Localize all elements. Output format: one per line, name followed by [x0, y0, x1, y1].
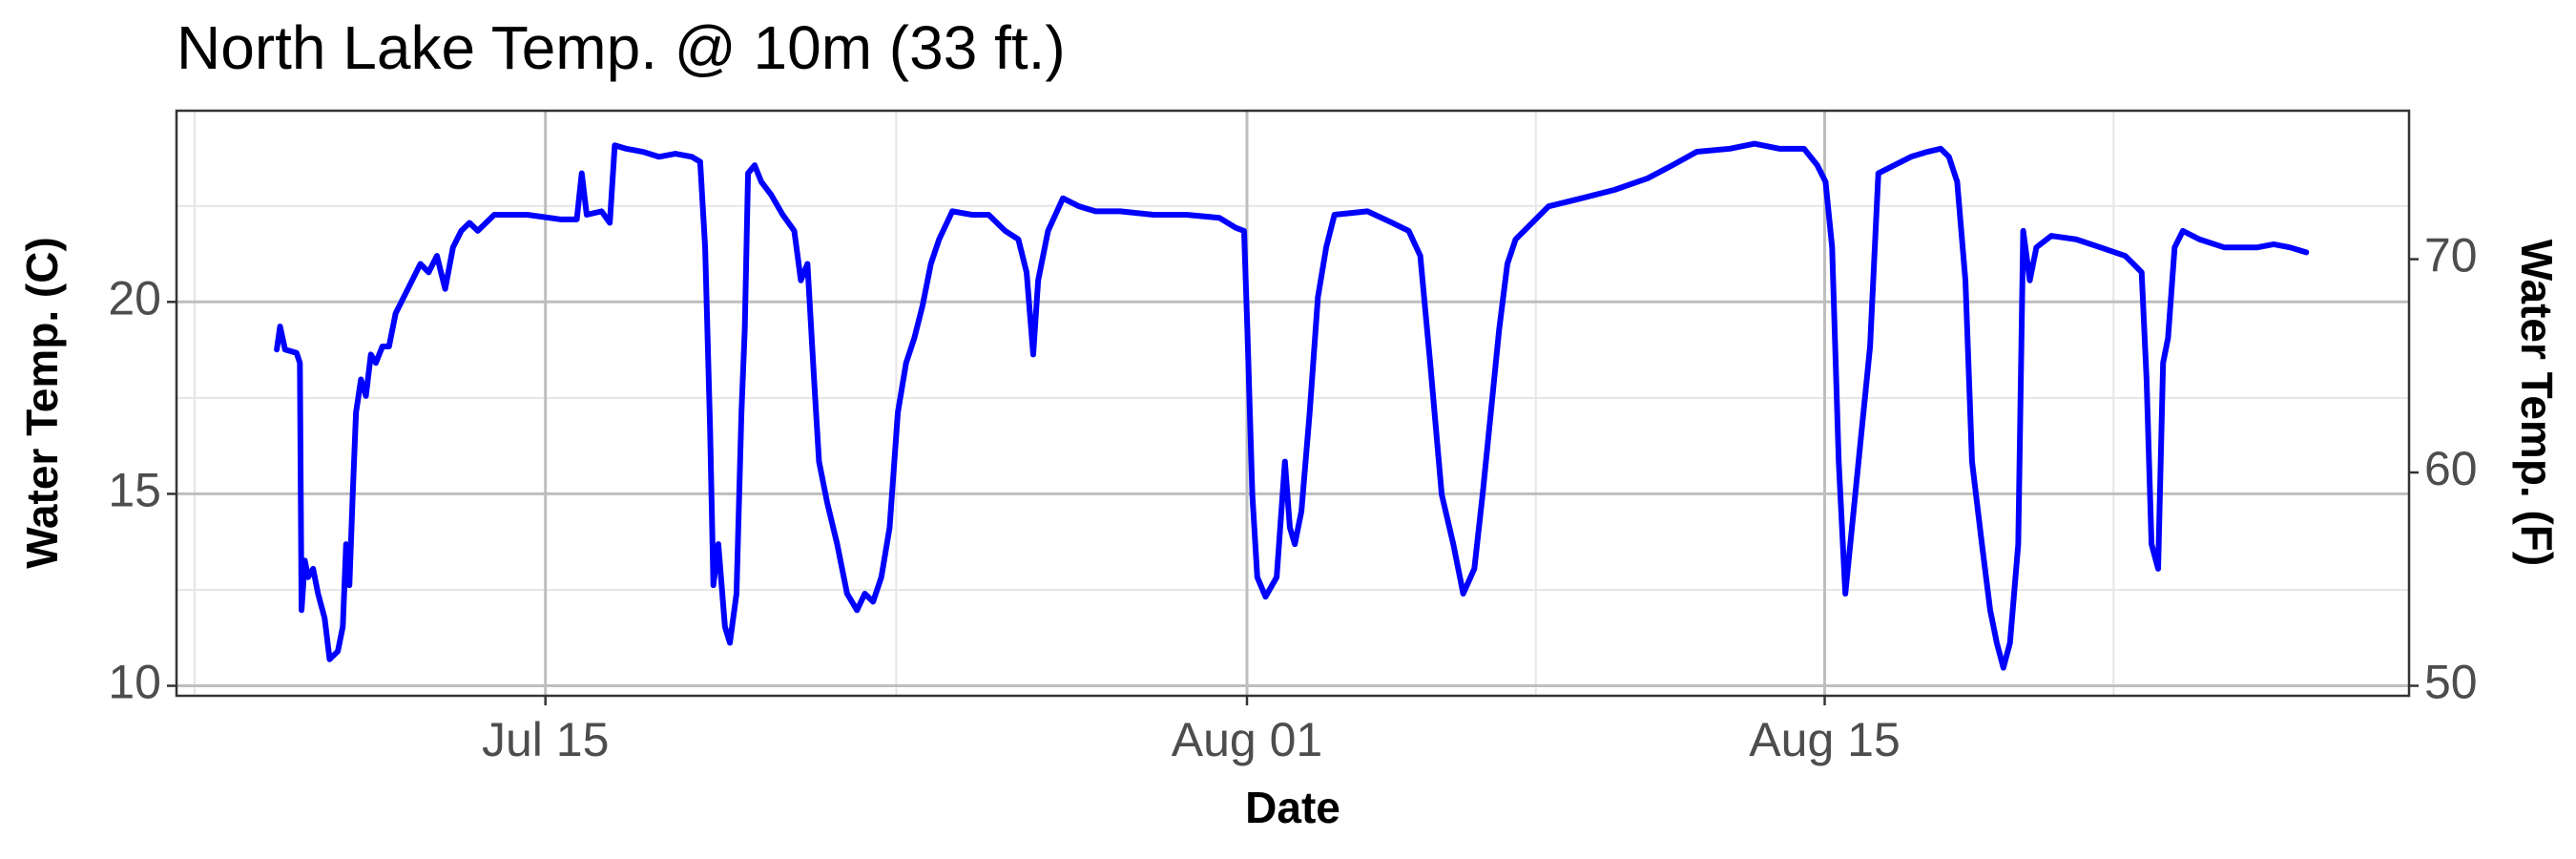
- y2-axis-title: Water Temp. (F): [2512, 240, 2562, 566]
- chart-title: North Lake Temp. @ 10m (33 ft.): [177, 13, 1066, 82]
- x-tick-label: Aug 01: [1172, 713, 1322, 766]
- y2-tick-label: 70: [2424, 229, 2478, 283]
- y2-tick-label: 60: [2424, 442, 2478, 495]
- y-tick-label: 10: [108, 656, 161, 709]
- y-axis-title: Water Temp. (C): [17, 237, 67, 569]
- plot-border: [175, 109, 2411, 698]
- x-tick-label: Aug 15: [1749, 713, 1900, 766]
- y2-tick-label: 50: [2424, 656, 2478, 709]
- temperature-line: [274, 140, 2310, 671]
- y-tick-label: 15: [108, 464, 161, 517]
- x-axis-title: Date: [1245, 783, 1340, 832]
- y-tick-label: 20: [108, 272, 161, 325]
- x-tick-label: Jul 15: [482, 713, 609, 766]
